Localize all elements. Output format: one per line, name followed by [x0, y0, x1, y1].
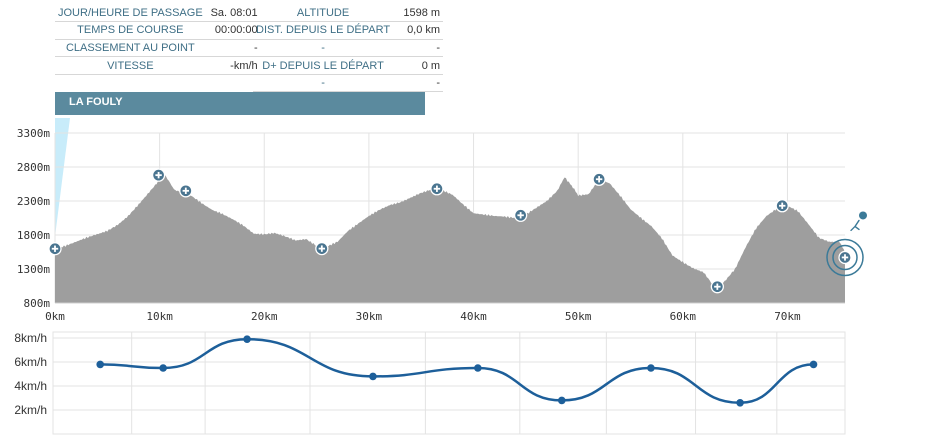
info-label: ALTITUDE [253, 4, 394, 23]
checkpoint-marker[interactable] [179, 184, 193, 198]
checkpoint-marker[interactable] [513, 208, 528, 222]
race-info-left: JOUR/HEURE DE PASSAGE Sa. 08:01 TEMPS DE C… [55, 4, 261, 75]
info-label: - [253, 39, 394, 58]
elevation-chart: 800m 1300m 1800m 2300m 2800m 3300m 0km 10km 20km… [17, 118, 867, 323]
speed-point[interactable] [557, 396, 566, 405]
speed-point[interactable] [243, 335, 251, 343]
target-ring-outer [826, 238, 864, 277]
target-icon [826, 238, 864, 277]
target-ring-inner [832, 244, 858, 271]
info-row: JOUR/HEURE DE PASSAGE Sa. 08:01 [55, 4, 261, 23]
speed-point[interactable] [736, 399, 744, 407]
info-label: D+ DEPUIS LE DÉPART [253, 56, 394, 75]
speed-chart: 2km/h 4km/h 6km/h 8km/h [14, 331, 846, 435]
segment-banner: LA FOULY [55, 92, 425, 115]
info-value: 0,0 km [393, 21, 444, 40]
checkpoint-marker[interactable] [48, 242, 62, 256]
checkpoint-marker[interactable] [838, 250, 852, 265]
info-row: ALTITUDE 1598 m [253, 4, 444, 23]
y-tick-label: 2800m [17, 161, 50, 174]
runner-icon [850, 211, 867, 232]
runner-head [859, 211, 867, 220]
x-tick-label: 60km [670, 310, 697, 323]
runner-body [850, 219, 860, 232]
info-value: - [393, 39, 444, 58]
info-row: -- [253, 39, 444, 58]
info-value: 00:00:00 [205, 21, 261, 40]
y-tick-label: 800m [24, 297, 51, 310]
x-tick-label: 40km [460, 310, 487, 323]
info-value: - [393, 74, 444, 93]
info-label: DIST. DEPUIS LE DÉPART [253, 21, 394, 40]
info-label: - [253, 74, 394, 93]
info-row: TEMPS DE COURSE 00:00:00 [55, 21, 261, 40]
x-tick-label: 70km [774, 310, 801, 323]
info-row: D+ DEPUIS LE DÉPART 0 m [253, 56, 444, 75]
race-info-right: ALTITUDE 1598 m DIST. DEPUIS LE DÉPART 0,0 … [253, 4, 444, 93]
info-value: -km/h [205, 56, 261, 75]
speed-frame [52, 331, 846, 435]
speed-point[interactable] [809, 360, 818, 369]
elevation-area [55, 174, 845, 303]
info-value: Sa. 08:01 [205, 4, 261, 23]
banner-label: LA FOULY [69, 96, 123, 108]
info-row: CLASSEMENT AU POINT - [55, 39, 261, 58]
y-tick-label: 1800m [17, 229, 50, 242]
info-label: TEMPS DE COURSE [55, 21, 206, 40]
y-tick-label: 3300m [17, 127, 50, 140]
start-wedge [55, 118, 70, 237]
info-value: 1598 m [393, 4, 444, 23]
y-tick-label: 2300m [17, 195, 50, 208]
info-value: 0 m [393, 56, 444, 75]
x-tick-label: 0km [45, 310, 65, 323]
speed-line [100, 337, 814, 405]
checkpoint-marker[interactable] [775, 199, 789, 213]
info-row: DIST. DEPUIS LE DÉPART 0,0 km [253, 21, 444, 40]
x-tick-label: 10km [146, 310, 173, 323]
speed-point[interactable] [474, 364, 482, 372]
y-tick-label: 1300m [17, 263, 50, 276]
info-label: VITESSE [55, 56, 206, 75]
speed-point[interactable] [96, 360, 105, 369]
checkpoint-marker[interactable] [592, 172, 606, 186]
info-row: VITESSE -km/h [55, 56, 261, 75]
x-tick-label: 50km [565, 310, 592, 323]
speed-y-tick-label: 6km/h [14, 355, 47, 369]
speed-point[interactable] [369, 372, 377, 381]
info-label: CLASSEMENT AU POINT [55, 39, 206, 58]
speed-point[interactable] [647, 364, 655, 372]
x-tick-label: 30km [356, 310, 383, 323]
speed-y-tick-label: 8km/h [14, 331, 47, 345]
speed-y-tick-label: 2km/h [14, 403, 47, 417]
speed-point[interactable] [159, 364, 167, 372]
checkpoint-marker[interactable] [430, 182, 444, 196]
info-row: -- [253, 74, 444, 93]
info-label: JOUR/HEURE DE PASSAGE [55, 4, 206, 23]
x-tick-label: 20km [251, 310, 278, 323]
checkpoint-marker[interactable] [315, 241, 329, 256]
checkpoint-marker[interactable] [151, 168, 166, 182]
checkpoint-marker[interactable] [710, 280, 724, 294]
speed-y-tick-label: 4km/h [14, 379, 47, 393]
